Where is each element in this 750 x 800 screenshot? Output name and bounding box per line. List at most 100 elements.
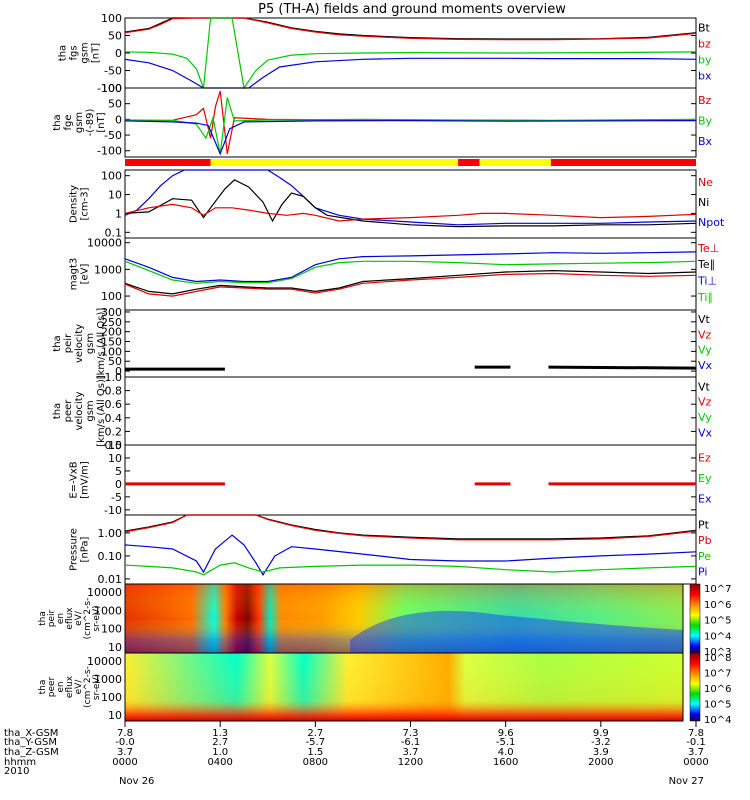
legend-entry: Ez — [698, 451, 711, 464]
spectrogram-y-label: peir — [47, 609, 57, 627]
colorbar-tick-label: 10^3 — [704, 647, 731, 658]
y-tick-label: 10 — [108, 452, 122, 465]
y-tick-label: 0 — [115, 113, 122, 126]
spectrogram-y-tick-label: 10000 — [87, 586, 122, 599]
legend-entry: Pe — [698, 550, 711, 563]
series-line-Pi — [124, 534, 697, 576]
time-tick-label: 0400 — [207, 757, 232, 768]
series-line-By — [124, 97, 697, 155]
time-axis-ephemeris-value: 1.0 — [212, 747, 228, 758]
legend-entry: bx — [698, 69, 712, 82]
y-axis-label: gsm — [85, 400, 96, 421]
y-tick-label: 1.0 — [105, 371, 123, 384]
legend-entry: Te∥ — [697, 258, 715, 271]
time-axis-row-label: tha_Z-GSM — [4, 747, 59, 758]
y-tick-label: 1000 — [94, 263, 122, 276]
time-tick-label: 2000 — [588, 757, 613, 768]
y-axis-label: [nT] — [91, 43, 102, 63]
y-tick-label: 10 — [108, 189, 122, 202]
legend-entry: Vy — [698, 344, 712, 357]
peer-colorbar — [689, 652, 701, 722]
y-axis-label: -(-89) — [85, 109, 96, 137]
y-axis-label: velocity — [74, 324, 85, 363]
spectrogram-y-label: eV/ — [74, 610, 84, 626]
spectrogram-y-label: sr-eV) — [92, 674, 102, 700]
legend-entry: Vt — [698, 380, 711, 393]
legend-entry: Vt — [698, 313, 711, 326]
legend-entry: Ne — [698, 176, 713, 189]
y-axis-label: [mV/m] — [80, 461, 91, 499]
series-line-Npot — [124, 169, 697, 226]
peer-eflux-spectrogram — [124, 652, 684, 722]
y-tick-label: 100 — [101, 82, 122, 95]
time-axis-row-label: tha_X-GSM — [4, 728, 58, 739]
spectrogram-y-label: tha — [38, 680, 48, 695]
y-axis-label: tha — [52, 335, 63, 351]
series-line-Te⊥ — [124, 272, 697, 297]
y-tick-label: 0.4 — [105, 412, 123, 425]
time-axis-ephemeris-value: -6.1 — [401, 737, 421, 748]
legend-entry: Vx — [698, 359, 713, 372]
legend-entry: Ni — [698, 196, 709, 209]
time-axis-row-label: 2010 — [4, 766, 29, 777]
y-tick-label: 50 — [108, 355, 122, 368]
series-line-Bz — [124, 90, 697, 155]
y-axis-label: gsm — [85, 333, 96, 354]
spectrogram-y-tick-label: 100 — [101, 623, 122, 636]
colorbar-tick-label: 10^4 — [704, 631, 731, 642]
y-tick-label: 10000 — [87, 237, 122, 250]
time-axis-ephemeris-value: 4.0 — [498, 747, 514, 758]
spectrogram-y-label: sr-eV) — [92, 605, 102, 631]
series-line-Vt — [548, 365, 697, 370]
y-tick-label: 1 — [115, 207, 122, 220]
y-tick-label: 0.01 — [98, 573, 123, 586]
time-axis-ephemeris-value: 9.6 — [498, 728, 514, 739]
spectrogram-y-label: eV/ — [74, 679, 84, 695]
legend-entry: Vz — [698, 328, 712, 341]
spectrogram-y-label: en — [56, 613, 66, 624]
y-axis-label: [cm-3] — [80, 187, 91, 220]
y-tick-label: 100 — [101, 290, 122, 303]
legend-entry: Ey — [698, 472, 712, 485]
legend-entry: Te⊥ — [697, 242, 719, 255]
y-axis-label: [km/s (All Qs)] — [96, 308, 107, 380]
y-tick-label: 0.8 — [105, 385, 123, 398]
y-tick-label: -50 — [104, 129, 122, 142]
spectrogram-y-label: (cm^2-s- — [83, 598, 93, 640]
y-tick-label: 100 — [101, 12, 122, 25]
y-axis-label: gsm — [74, 112, 85, 133]
spectrogram-y-label: en — [56, 681, 66, 692]
panel-peer_velocity: 1.00.80.60.40.20.0 tha peer velocity gsm [km/… — [52, 371, 713, 452]
y-axis-label: E=-VxB — [69, 461, 80, 498]
spectrogram-y-tick-label: 10000 — [87, 655, 122, 668]
y-tick-label: -5 — [111, 491, 122, 504]
spectrogram-labels: tha peir en eflux eV/(cm^2-s-sr-eV)100001000… — [38, 584, 731, 726]
time-axis-row-label: hhmm — [4, 757, 36, 768]
colorbar-tick-label: 10^4 — [704, 715, 731, 726]
spectrogram-y-tick-label: 100 — [101, 691, 122, 704]
y-tick-label: 0.0 — [105, 439, 123, 452]
time-axis-ephemeris-value: 3.7 — [688, 747, 704, 758]
series-line-Ti∥ — [124, 260, 697, 284]
figure-title: P5 (TH-A) fields and ground moments over… — [258, 2, 566, 17]
y-tick-label: -100 — [97, 82, 122, 95]
legend-entry: Pi — [698, 565, 707, 578]
time-axis-ephemeris-value: 2.7 — [212, 737, 228, 748]
time-axis-ephemeris-value: 1.5 — [307, 747, 323, 758]
time-axis-ephemeris-value: 7.8 — [688, 728, 704, 739]
legend-entry: Npot — [698, 216, 725, 229]
time-tick-label: 0800 — [303, 757, 328, 768]
y-axis-label: peer — [63, 399, 74, 423]
time-axis-ephemeris-value: 7.8 — [117, 728, 133, 739]
y-tick-label: 0 — [115, 478, 122, 491]
spectrogram-y-tick-label: 1000 — [94, 604, 122, 617]
series-line-Pt — [124, 514, 697, 540]
y-axis-label: magt3 — [69, 258, 80, 291]
peir-spectrogram-energy-shade — [125, 584, 683, 653]
series-line-Pb — [124, 514, 697, 541]
spectrogram-y-tick-label: 10 — [108, 709, 122, 722]
y-tick-label: 300 — [101, 306, 122, 319]
series-line-Bt — [124, 17, 697, 40]
